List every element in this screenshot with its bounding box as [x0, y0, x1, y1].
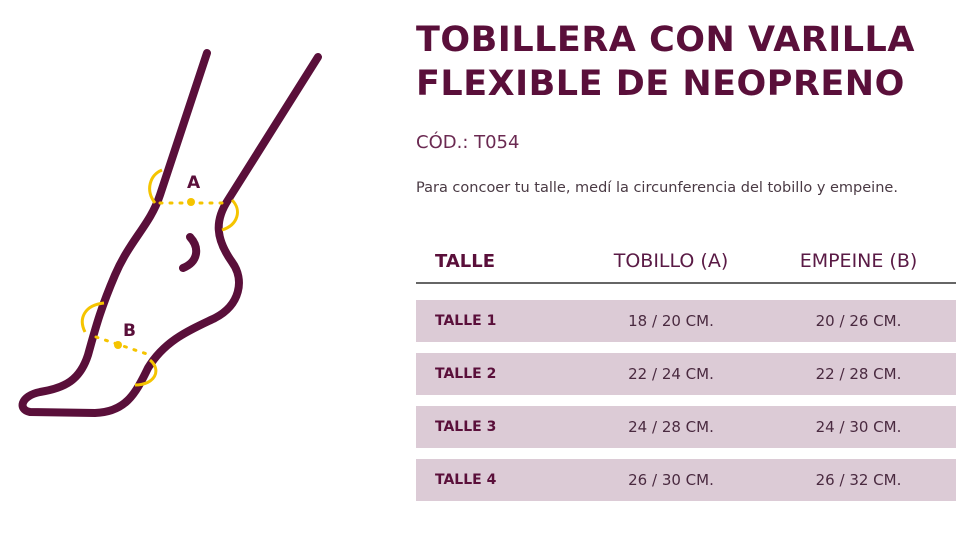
label-a: A [187, 173, 201, 193]
table-row: TALLE 3 24 / 28 CM. 24 / 30 CM. [416, 406, 956, 448]
cell-ankle: 24 / 28 CM. [628, 418, 714, 436]
title-line-2: FLEXIBLE DE NEOPRENO [416, 64, 905, 104]
arrow-icon [221, 198, 239, 232]
table-row: TALLE 1 18 / 20 CM. 20 / 26 CM. [416, 300, 956, 342]
cell-instep: 22 / 28 CM. [815, 365, 902, 383]
arrow-icon [80, 301, 105, 333]
cell-instep: 20 / 26 CM. [815, 312, 902, 330]
header-size: TALLE [435, 250, 496, 272]
label-b: B [123, 321, 136, 341]
arrow-icon [134, 358, 158, 387]
cell-ankle: 22 / 24 CM. [628, 365, 714, 383]
cell-instep: 26 / 32 CM. [815, 471, 902, 489]
cell-instep: 24 / 30 CM. [815, 418, 902, 436]
arrow-icon [148, 168, 163, 204]
table-row: TALLE 4 26 / 30 CM. 26 / 32 CM. [416, 459, 956, 501]
title-line-1: TOBILLERA CON VARILLA [416, 20, 915, 60]
product-title: TOBILLERA CON VARILLA FLEXIBLE DE NEOPRE… [416, 18, 915, 106]
cell-ankle: 26 / 30 CM. [628, 471, 714, 489]
cell-size: TALLE 4 [435, 472, 497, 488]
size-table-header: TALLE TOBILLO (A) EMPEINE (B) [416, 240, 956, 284]
header-instep: EMPEINE (B) [799, 250, 918, 272]
cell-size: TALLE 2 [435, 366, 497, 382]
table-row: TALLE 2 22 / 24 CM. 22 / 28 CM. [416, 353, 956, 395]
header-ankle: TOBILLO (A) [613, 250, 729, 272]
cell-size: TALLE 3 [435, 419, 497, 435]
foot-measurement-diagram: A B [18, 49, 322, 418]
cell-size: TALLE 1 [435, 313, 497, 329]
cell-ankle: 18 / 20 CM. [628, 312, 714, 330]
product-description: Para concoer tu talle, medí la circunfer… [416, 180, 898, 196]
foot-outline [18, 49, 322, 418]
ankle-bone [179, 233, 201, 272]
product-code: CÓD.: T054 [416, 132, 520, 153]
